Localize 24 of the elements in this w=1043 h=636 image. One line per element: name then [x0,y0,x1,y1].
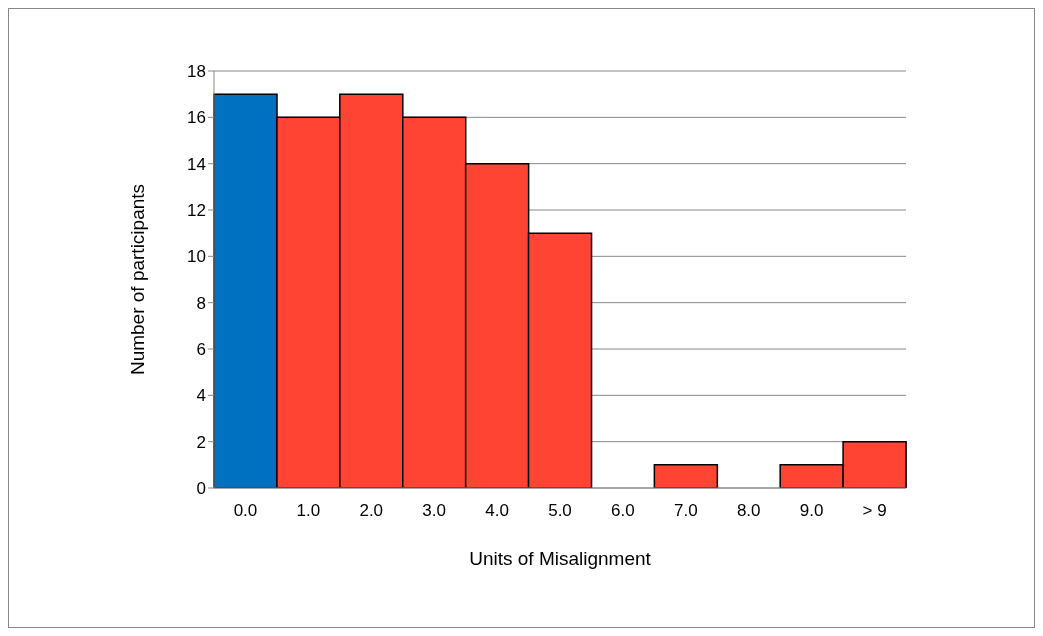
y-tick-label: 2 [196,432,206,452]
bar [653,464,719,488]
y-axis-title: Number of participants [126,183,148,376]
x-tick-label: 8.0 [736,501,761,521]
x-tick-label: 5.0 [548,501,572,521]
x-tick-label: 9.0 [799,501,824,521]
y-tick-label: 0 [196,479,206,499]
x-tick-label: 2.0 [359,501,384,521]
y-tick-label: 6 [196,340,206,360]
y-tick-label: 4 [196,386,206,406]
x-tick-label: 3.0 [422,501,446,521]
y-tick-label: 8 [196,293,206,313]
x-tick-label: 6.0 [611,501,635,521]
y-tick-label: 16 [187,108,206,128]
y-tick-label: 12 [187,201,206,221]
x-tick-label: > 9 [862,501,887,521]
x-tick-label: 7.0 [674,501,698,521]
x-tick-label: 0.0 [233,501,258,521]
x-tick-label: 1.0 [296,501,321,521]
y-tick-label: 10 [187,247,206,267]
y-tick-label: 18 [187,62,206,82]
x-axis-title: Units of Misalignment [469,548,652,569]
x-tick-label: 4.0 [485,501,509,521]
y-tick-label: 14 [187,154,206,174]
